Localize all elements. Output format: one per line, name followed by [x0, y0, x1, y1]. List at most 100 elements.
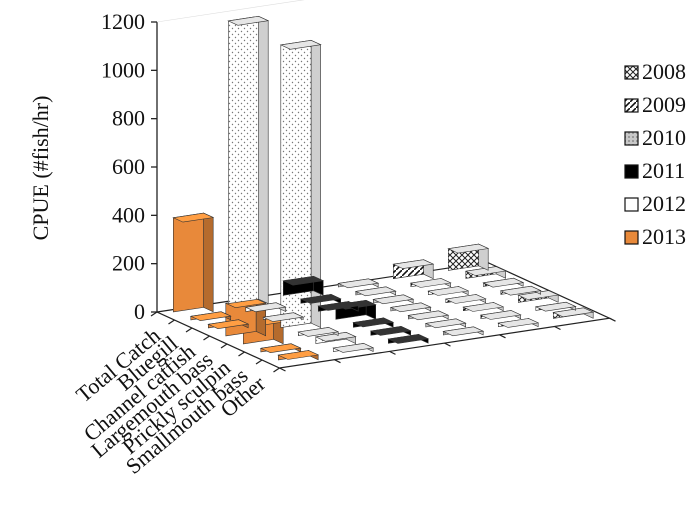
bar-top [337, 278, 380, 289]
bar-top [407, 310, 450, 321]
bar-top [447, 243, 490, 254]
bar-2008-5 [534, 301, 577, 312]
bar-top [369, 326, 412, 336]
y-tick-label: 800 [112, 106, 145, 131]
bar-front [173, 212, 204, 313]
bar-top [172, 212, 215, 223]
legend-label: 2010 [642, 125, 686, 150]
bar-2012-1 [244, 302, 287, 313]
bar-2010-0 [337, 278, 380, 289]
bar-2013-3 [224, 298, 267, 337]
y-tick-label: 400 [112, 202, 145, 227]
y-tick-label: 600 [112, 154, 145, 179]
bar-top [299, 294, 342, 304]
bar-top [444, 294, 487, 304]
bar-2010-1 [354, 286, 397, 297]
bar-top [482, 277, 525, 288]
legend-label: 2008 [642, 59, 686, 84]
bar-top [387, 334, 430, 344]
bar-2012-0 [227, 15, 270, 304]
bar-2009-2 [427, 286, 470, 296]
legend-swatch [624, 65, 639, 80]
bar-2009-6 [497, 318, 540, 328]
bar-top [317, 301, 360, 311]
bar-2010-2 [372, 294, 415, 305]
bar-top [372, 294, 415, 305]
bar-2011-1 [299, 293, 342, 304]
legend-swatch [624, 164, 639, 179]
bar-top [499, 285, 542, 296]
bar-top [227, 15, 270, 26]
bar-2012-6 [332, 342, 375, 353]
bar-2008-2 [482, 277, 525, 288]
bar-2012-3 [279, 39, 322, 328]
legend-swatch [624, 230, 639, 245]
bar-top [427, 286, 470, 296]
bar-top [479, 310, 522, 320]
bar-top [279, 39, 322, 50]
bar-2011-4 [352, 317, 395, 328]
bar-top [282, 275, 325, 286]
bar-side [203, 212, 214, 313]
bar-top [409, 278, 452, 288]
bar-2013-0 [172, 212, 215, 313]
bar-top [392, 259, 435, 269]
bar-2011-6 [387, 333, 430, 344]
bar-top [534, 301, 577, 312]
bar-2011-0 [282, 275, 325, 296]
bar-2013-1 [189, 311, 232, 322]
legend-swatch [624, 131, 639, 146]
bar-2013-6 [277, 350, 320, 361]
bar-top [207, 319, 250, 330]
bar-top [352, 317, 395, 328]
legend-label: 2012 [642, 191, 686, 216]
bar-2010-6 [442, 326, 485, 337]
bar-top [442, 326, 485, 337]
bar-2009-1 [409, 278, 452, 288]
bar-2010-4 [407, 310, 450, 321]
bar-2009-5 [479, 310, 522, 320]
legend-swatch [624, 98, 639, 113]
legend-label: 2013 [642, 224, 686, 249]
bar-top [297, 327, 340, 337]
bars [172, 15, 595, 361]
bar-top [259, 343, 302, 354]
bar-top [332, 343, 375, 353]
bar-front [228, 15, 259, 304]
y-axis-label: CPUE (#fish/hr) [28, 96, 53, 241]
bar-2008-4 [517, 290, 560, 303]
legend: 2008 2009 2010 2011 2012 2013 [624, 59, 686, 249]
legend-label: 2009 [642, 92, 686, 117]
bar-2010-5 [424, 318, 467, 329]
bar-2010-3 [389, 302, 432, 313]
bar-2012-4 [297, 326, 340, 337]
bar-side [258, 15, 269, 304]
bar-top [462, 302, 505, 312]
bar-2009-4 [462, 302, 505, 312]
y-tick-label: 1200 [101, 9, 145, 34]
bar-2013-2 [207, 319, 250, 330]
bar-2009-3 [444, 294, 487, 304]
bar-top [262, 312, 305, 322]
y-tick-label: 1000 [101, 57, 145, 82]
bar-2012-2 [262, 312, 305, 322]
bar-top [497, 318, 540, 328]
legend-label: 2011 [642, 158, 685, 183]
bar-2009-0 [392, 259, 435, 280]
legend-swatch [624, 197, 639, 212]
bar-top [277, 350, 320, 360]
bar-2008-6 [552, 307, 595, 319]
bar-2013-5 [259, 343, 302, 354]
bar-top [389, 302, 432, 313]
bar-top [244, 302, 287, 313]
bar-2011-5 [369, 325, 412, 336]
bar-2008-3 [499, 285, 542, 296]
bar-top [354, 286, 397, 297]
y-tick-label: 0 [134, 299, 145, 324]
bar-top [424, 318, 467, 329]
bar-2008-0 [447, 243, 490, 271]
axes: 0 200 400 600 800 1000 1200 [101, 0, 616, 373]
bar-top [189, 311, 232, 322]
bar-2011-2 [317, 301, 360, 312]
